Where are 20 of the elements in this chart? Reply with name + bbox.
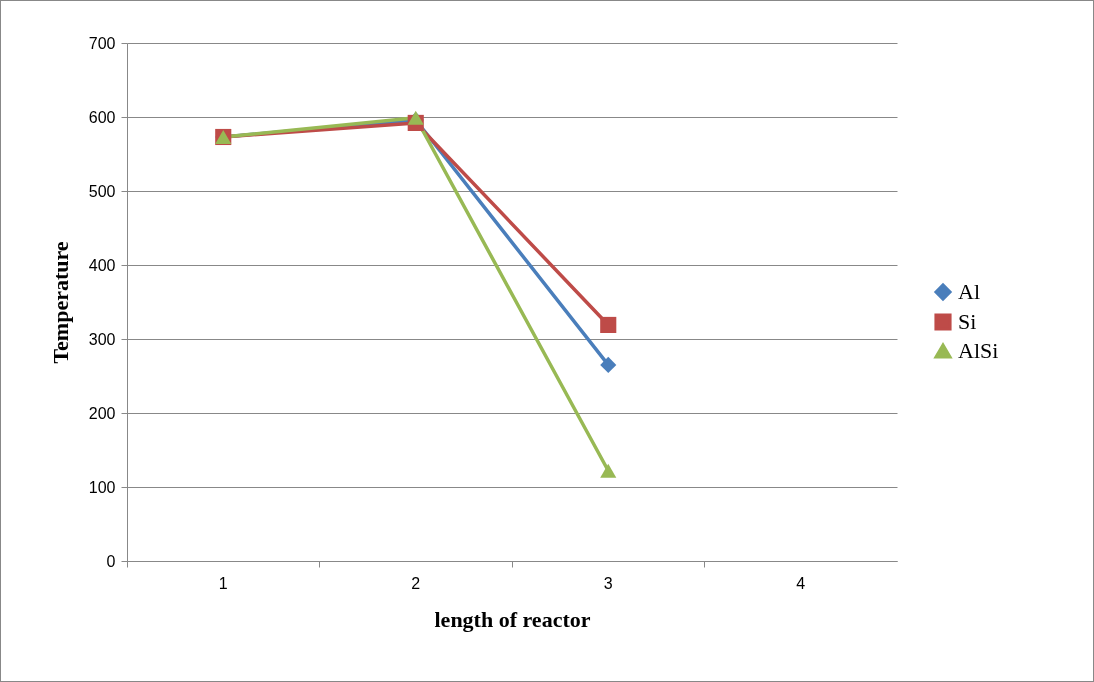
y-tick-label: 500 — [88, 182, 116, 200]
x-tick-label: 4 — [796, 574, 806, 592]
point — [600, 316, 617, 333]
y-tick-label: 400 — [88, 256, 116, 274]
legend-label: Al — [958, 279, 980, 304]
y-tick-label: 100 — [88, 478, 116, 496]
x-tick-label: 3 — [603, 574, 613, 592]
point — [600, 463, 617, 478]
x-tick-label: 2 — [411, 574, 421, 592]
y-tick-label: 300 — [88, 330, 116, 348]
x-axis-title: length of reactor — [434, 606, 591, 632]
y-tick-label: 600 — [88, 108, 116, 126]
point — [600, 356, 617, 373]
y-tick-label: 700 — [88, 34, 116, 52]
legend-label: AlSi — [958, 338, 999, 363]
x-tick-label: 1 — [218, 574, 228, 592]
y-tick-label: 0 — [106, 552, 116, 570]
y-tick-label: 200 — [88, 404, 116, 422]
y-axis-title: Temperature — [47, 241, 73, 364]
legend-label: Si — [958, 309, 977, 334]
